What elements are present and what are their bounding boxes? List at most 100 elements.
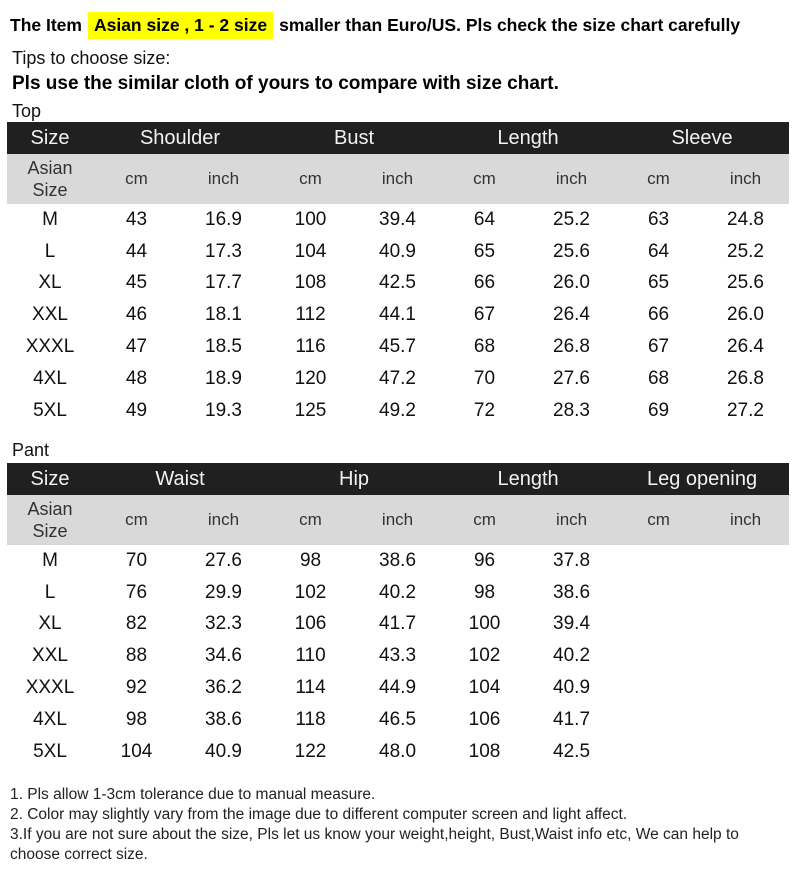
value-cell: 45.7 — [379, 336, 416, 358]
unit-cell: cm — [615, 495, 703, 545]
headline-highlight: Asian size , 1 - 2 size — [87, 11, 274, 39]
note-2: 2. Color may slightly vary from the imag… — [10, 806, 628, 823]
value-cell: 116 — [295, 336, 326, 358]
value-cell: 104 — [294, 240, 327, 262]
value-cell: 49.2 — [379, 399, 416, 421]
size-cell: 4XL — [33, 708, 67, 730]
value-cell: 69 — [647, 399, 670, 421]
unit-cell: cm — [441, 495, 529, 545]
value-cell: 40.2 — [379, 581, 417, 603]
value-cell: 24.8 — [727, 208, 764, 230]
value-cell — [615, 736, 702, 768]
value-cell: 63 — [647, 208, 670, 230]
pant-size-table: Size Waist Hip Length Leg opening Asian Size cm… — [7, 463, 790, 768]
value-cell: 70 — [473, 367, 496, 389]
value-cell: 88 — [125, 645, 148, 667]
asian-size-line: Asian — [27, 158, 73, 178]
value-cell: 38.6 — [553, 581, 591, 603]
unit-cell: inch — [702, 154, 790, 204]
size-cell: XL — [38, 272, 62, 294]
value-cell: 40.2 — [553, 645, 591, 667]
value-cell: 27.2 — [727, 399, 764, 421]
value-cell: 67 — [473, 304, 496, 326]
value-cell: 47 — [125, 336, 148, 358]
value-cell: 120 — [294, 367, 327, 389]
table-row: XXXL 47 18.5 116 45.7 68 26.8 67 26.4 — [7, 331, 789, 363]
value-cell: 102 — [468, 645, 501, 667]
value-cell: 48.0 — [379, 740, 417, 762]
pant-asian-size-label: Asian Size — [7, 495, 93, 545]
headline-suffix: smaller than Euro/US. Pls check the size… — [279, 14, 741, 35]
pant-group-header: Leg opening — [615, 463, 790, 495]
value-cell: 66 — [647, 304, 670, 326]
value-cell — [615, 704, 702, 736]
value-cell: 26.8 — [727, 367, 764, 389]
value-cell: 26.4 — [553, 304, 590, 326]
value-cell: 38.6 — [205, 708, 242, 730]
value-cell: 66 — [473, 272, 496, 294]
size-cell: XXL — [32, 304, 68, 326]
value-cell: 98 — [473, 581, 496, 603]
value-cell: 65 — [647, 272, 670, 294]
note-1: 1. Pls allow 1-3cm tolerance due to manu… — [10, 786, 376, 803]
pant-section-label: Pant — [12, 440, 50, 460]
value-cell: 29.9 — [205, 581, 242, 603]
value-cell: 92 — [125, 677, 148, 699]
unit-cell: inch — [354, 495, 442, 545]
value-cell: 39.4 — [553, 613, 591, 635]
unit-cell: inch — [528, 154, 616, 204]
value-cell: 46 — [125, 304, 148, 326]
pant-group-header: Hip — [267, 463, 442, 495]
value-cell: 44 — [125, 240, 148, 262]
value-cell: 37.8 — [553, 549, 591, 571]
table-row: XL 82 32.3 106 41.7 100 39.4 — [7, 609, 789, 641]
top-section-label: Top — [12, 101, 42, 121]
value-cell: 40.9 — [553, 677, 591, 699]
top-size-header: Size — [7, 122, 93, 154]
value-cell: 68 — [647, 367, 670, 389]
value-cell: 100 — [294, 208, 327, 230]
pant-size-header: Size — [7, 463, 93, 495]
value-cell: 27.6 — [205, 549, 242, 571]
value-cell: 68 — [473, 336, 496, 358]
top-asian-size-label: Asian Size — [7, 154, 93, 204]
headline: The Item Asian size , 1 - 2 size smaller… — [10, 10, 740, 40]
value-cell — [702, 577, 789, 609]
value-cell: 76 — [125, 581, 148, 603]
table-row: 5XL 104 40.9 122 48.0 108 42.5 — [7, 736, 789, 768]
value-cell: 40.9 — [379, 240, 416, 262]
value-cell: 18.1 — [205, 304, 242, 326]
value-cell: 104 — [468, 677, 501, 699]
pant-group-header: Waist — [93, 463, 268, 495]
value-cell: 34.6 — [205, 645, 242, 667]
value-cell: 25.6 — [553, 240, 590, 262]
size-cell: XXXL — [25, 677, 75, 699]
unit-cell: inch — [180, 154, 267, 204]
notes: 1. Pls allow 1-3cm tolerance due to manu… — [10, 785, 785, 865]
table-row: XXL 88 34.6 110 43.3 102 40.2 — [7, 640, 789, 672]
value-cell: 67 — [647, 336, 670, 358]
size-cell: L — [44, 581, 56, 603]
value-cell — [615, 545, 702, 577]
unit-cell: inch — [354, 154, 441, 204]
size-cell: XXL — [32, 645, 68, 667]
value-cell: 25.2 — [727, 240, 764, 262]
value-cell: 46.5 — [379, 708, 417, 730]
table-row: L 76 29.9 102 40.2 98 38.6 — [7, 577, 789, 609]
size-cell: 5XL — [33, 399, 67, 421]
value-cell: 106 — [294, 613, 327, 635]
value-cell: 98 — [299, 549, 322, 571]
value-cell: 45 — [125, 272, 148, 294]
value-cell: 106 — [468, 708, 501, 730]
value-cell: 108 — [294, 272, 327, 294]
unit-cell: cm — [615, 154, 703, 204]
headline-prefix: The Item — [10, 14, 82, 35]
value-cell: 96 — [473, 549, 496, 571]
table-row: M 43 16.9 100 39.4 64 25.2 63 24.8 — [7, 204, 789, 236]
table-row: 4XL 98 38.6 118 46.5 106 41.7 — [7, 704, 789, 736]
value-cell: 18.9 — [205, 367, 242, 389]
top-size-table: Size Shoulder Bust Length Sleeve Asian Size cm i… — [7, 122, 790, 427]
value-cell: 28.3 — [553, 399, 590, 421]
size-cell: 5XL — [33, 740, 67, 762]
value-cell — [615, 609, 702, 641]
